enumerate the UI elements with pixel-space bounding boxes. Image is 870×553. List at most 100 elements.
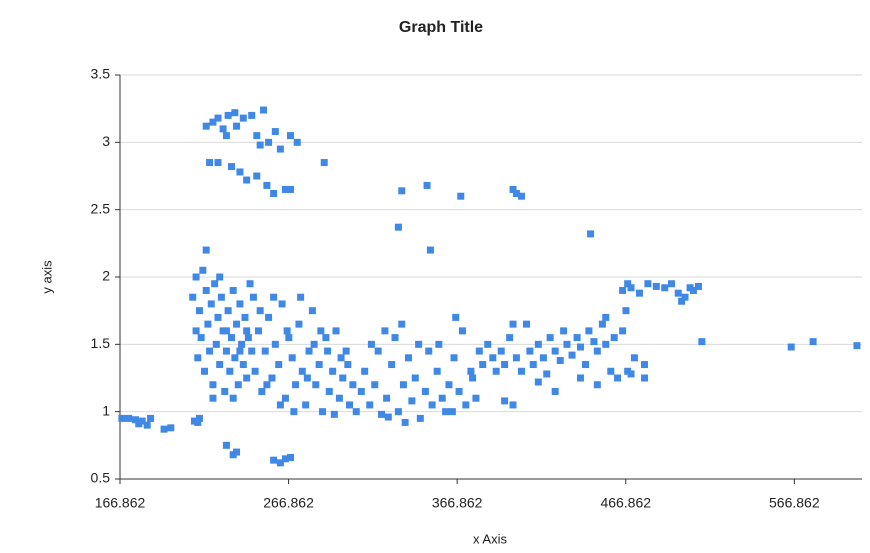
point xyxy=(317,327,325,335)
point xyxy=(689,286,697,294)
point xyxy=(222,132,230,140)
point xyxy=(501,397,509,405)
point xyxy=(332,327,340,335)
point xyxy=(224,307,232,315)
point xyxy=(219,125,227,133)
point xyxy=(367,340,375,348)
point xyxy=(199,266,207,274)
point xyxy=(209,381,217,389)
point xyxy=(287,453,295,461)
point xyxy=(214,159,222,167)
point xyxy=(229,286,237,294)
point xyxy=(238,340,246,348)
point xyxy=(361,367,369,375)
point xyxy=(534,378,542,386)
point xyxy=(192,273,200,281)
point xyxy=(593,347,601,355)
point xyxy=(445,381,453,389)
point xyxy=(506,334,514,342)
point xyxy=(263,181,271,189)
point xyxy=(236,168,244,176)
point xyxy=(271,128,279,136)
point xyxy=(195,414,203,422)
y-axis-label: y axis xyxy=(39,260,54,294)
point xyxy=(342,347,350,355)
point xyxy=(227,334,235,342)
point xyxy=(472,394,480,402)
x-tick-label: 166.862 xyxy=(95,495,146,511)
point xyxy=(248,111,256,119)
point xyxy=(308,307,316,315)
point xyxy=(462,401,470,409)
point xyxy=(853,342,861,350)
point xyxy=(475,347,483,355)
point xyxy=(227,163,235,171)
point xyxy=(131,416,139,424)
point xyxy=(512,354,520,362)
point xyxy=(497,347,505,355)
point xyxy=(324,347,332,355)
point xyxy=(809,338,817,346)
point xyxy=(455,387,463,395)
point xyxy=(293,138,301,146)
point xyxy=(214,313,222,321)
point xyxy=(194,354,202,362)
point xyxy=(614,374,622,382)
point xyxy=(231,109,239,117)
point xyxy=(442,408,450,416)
point xyxy=(258,387,266,395)
point xyxy=(288,354,296,362)
point xyxy=(239,114,247,122)
point xyxy=(329,367,337,375)
point xyxy=(546,334,554,342)
point xyxy=(492,367,500,375)
point xyxy=(352,408,360,416)
point xyxy=(195,307,203,315)
point xyxy=(303,374,311,382)
point xyxy=(635,289,643,297)
point xyxy=(281,185,289,193)
point xyxy=(573,334,581,342)
point xyxy=(346,401,354,409)
point xyxy=(458,327,466,335)
point xyxy=(391,334,399,342)
point xyxy=(590,338,598,346)
point xyxy=(221,387,229,395)
point xyxy=(287,185,295,193)
point xyxy=(217,293,225,301)
point xyxy=(271,340,279,348)
point xyxy=(371,381,379,389)
x-tick-label: 366.862 xyxy=(432,495,483,511)
point xyxy=(630,354,638,362)
y-tick-label: 0.5 xyxy=(91,470,111,486)
point xyxy=(619,286,627,294)
point xyxy=(694,282,702,290)
point xyxy=(568,351,576,359)
y-tick-label: 2 xyxy=(102,268,110,284)
point xyxy=(241,313,249,321)
point xyxy=(674,289,682,297)
point xyxy=(607,367,615,375)
point xyxy=(469,374,477,382)
point xyxy=(270,456,278,464)
point xyxy=(160,425,168,433)
point xyxy=(206,347,214,355)
point xyxy=(325,387,333,395)
point xyxy=(283,327,291,335)
point xyxy=(551,347,559,355)
point xyxy=(226,367,234,375)
point xyxy=(261,347,269,355)
point xyxy=(263,381,271,389)
point xyxy=(467,367,475,375)
point xyxy=(202,122,210,130)
point xyxy=(551,387,559,395)
point xyxy=(298,367,306,375)
point xyxy=(167,424,175,432)
point xyxy=(452,313,460,321)
point xyxy=(339,374,347,382)
point xyxy=(222,347,230,355)
point xyxy=(216,361,224,369)
point xyxy=(281,394,289,402)
point xyxy=(189,293,197,301)
